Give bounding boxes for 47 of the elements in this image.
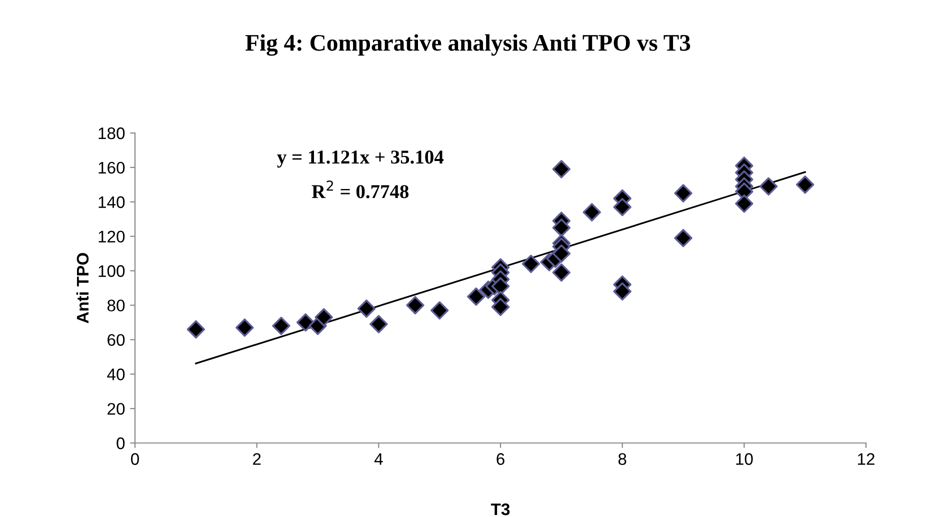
y-tick-label: 140 <box>98 196 125 208</box>
point <box>674 184 692 202</box>
y-tick-label: 120 <box>98 230 125 243</box>
point <box>759 177 778 196</box>
x-tick-label: 10 <box>736 453 753 465</box>
point <box>552 244 571 263</box>
chart-title: Fig 4: Comparative analysis Anti TPO vs T3 <box>245 34 690 56</box>
point <box>186 320 206 338</box>
point <box>491 277 510 296</box>
point <box>314 308 333 326</box>
point <box>236 318 254 337</box>
point <box>613 282 632 301</box>
y-axis-title: Anti TPO <box>76 253 89 324</box>
y-tick-label: 20 <box>108 402 125 415</box>
point <box>370 315 388 334</box>
annotation: R$^{2}$ = 0.7748 <box>312 180 409 198</box>
x-tick-label: 12 <box>858 453 874 465</box>
annotation: y = 11.121x + 35.104 <box>277 150 444 168</box>
point <box>674 228 692 248</box>
y-tick-label: 60 <box>108 334 125 346</box>
point <box>582 203 601 222</box>
y-tick-label: 100 <box>98 265 125 277</box>
y-tick-label: 0 <box>116 437 125 450</box>
point <box>430 301 449 320</box>
point <box>552 160 571 178</box>
point <box>406 296 424 314</box>
y-tick-label: 180 <box>98 127 125 140</box>
point <box>613 198 632 216</box>
point <box>296 313 315 332</box>
point <box>522 254 540 274</box>
x-tick-label: 6 <box>496 453 504 465</box>
y-tick-label: 80 <box>107 300 125 312</box>
x-axis-title: T3 <box>490 503 510 516</box>
point <box>796 176 814 194</box>
point <box>272 316 290 336</box>
x-tick-label: 4 <box>374 453 383 465</box>
point <box>357 300 376 318</box>
x-tick-label: 0 <box>131 453 139 465</box>
point <box>552 263 571 282</box>
point <box>552 218 571 237</box>
point <box>491 298 510 316</box>
point <box>467 287 486 306</box>
y-tick-label: 40 <box>107 368 125 380</box>
x-tick-label: 8 <box>618 453 626 465</box>
x-tick-label: 2 <box>253 453 261 465</box>
point <box>735 194 754 213</box>
y-tick-label: 160 <box>98 162 125 174</box>
